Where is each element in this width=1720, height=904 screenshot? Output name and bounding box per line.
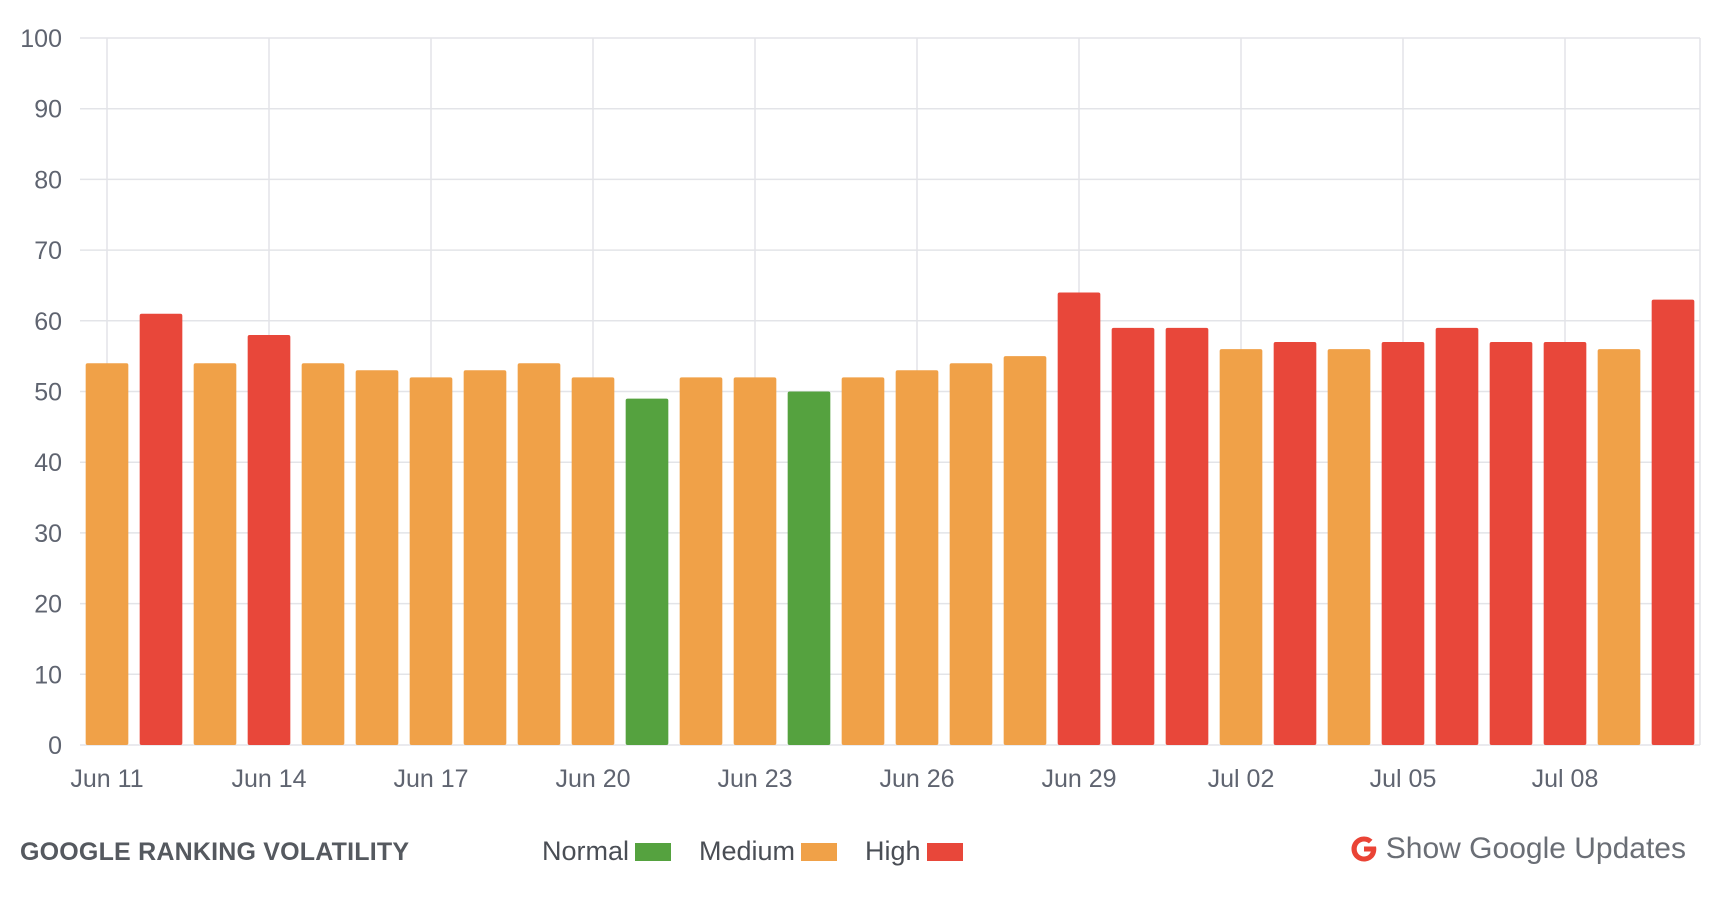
legend-swatch-normal	[635, 842, 672, 861]
x-tick-label: Jul 02	[1208, 765, 1275, 793]
bar-jul-02[interactable]	[1219, 349, 1263, 745]
chart-title: GOOGLE RANKING VOLATILITY	[20, 838, 410, 866]
bar-jun-13[interactable]	[193, 363, 237, 745]
legend-swatch-high	[926, 842, 963, 861]
bar-jun-14[interactable]	[247, 334, 291, 745]
bar-jun-11[interactable]	[85, 363, 129, 745]
bar-jun-12[interactable]	[139, 313, 183, 745]
y-tick-label: 80	[34, 166, 62, 194]
bar-jul-06[interactable]	[1435, 327, 1479, 745]
y-tick-label: 10	[34, 661, 62, 689]
volatility-bar-chart: 0 10 20 30 40 50 60 70 80 90 100 Jun 11 Jun 14 Jun 17…	[20, 25, 1701, 793]
bar-jun-26[interactable]	[895, 370, 939, 745]
x-tick-label: Jun 17	[393, 765, 468, 793]
legend-swatch-medium	[801, 842, 838, 861]
bar-jul-08[interactable]	[1543, 342, 1587, 745]
y-tick-label: 50	[34, 379, 62, 407]
bar-jul-03[interactable]	[1273, 342, 1317, 745]
y-tick-label: 90	[34, 96, 62, 124]
x-tick-label: Jun 20	[555, 765, 630, 793]
bar-jun-20[interactable]	[571, 377, 615, 745]
bar-jul-05[interactable]	[1381, 342, 1425, 745]
bar-jun-25[interactable]	[841, 377, 885, 745]
bar-jun-23[interactable]	[733, 377, 777, 745]
bar-jun-27[interactable]	[949, 363, 993, 745]
y-tick-label: 100	[20, 25, 62, 53]
chart-area: 0 10 20 30 40 50 60 70 80 90 100 Jun 11 Jun 14 Jun 17…	[20, 25, 1701, 793]
google-g-icon	[1351, 836, 1377, 862]
legend-item-medium[interactable]: Medium	[699, 836, 838, 867]
bar-jun-18[interactable]	[463, 370, 507, 745]
legend: Normal Medium High	[542, 836, 991, 867]
chart-footer: GOOGLE RANKING VOLATILITY Normal Medium …	[0, 820, 1720, 890]
x-tick-label: Jun 23	[717, 765, 792, 793]
legend-label-high: High	[865, 836, 921, 866]
legend-label-normal: Normal	[542, 836, 630, 866]
bar-jun-21[interactable]	[625, 398, 669, 745]
y-tick-label: 20	[34, 591, 62, 619]
bar-jun-28[interactable]	[1003, 356, 1047, 745]
bar-jun-16[interactable]	[355, 370, 399, 745]
legend-item-high[interactable]: High	[865, 836, 963, 867]
legend-label-medium: Medium	[699, 836, 796, 866]
show-google-updates-button[interactable]: Show Google Updates	[1348, 832, 1686, 866]
x-tick-label: Jul 08	[1532, 765, 1599, 793]
bar-jul-07[interactable]	[1489, 342, 1533, 745]
bar-jul-09[interactable]	[1597, 349, 1641, 745]
legend-item-normal[interactable]: Normal	[542, 836, 672, 867]
y-tick-label: 40	[34, 449, 62, 477]
x-tick-label: Jul 05	[1370, 765, 1437, 793]
x-tick-label: Jun 29	[1041, 765, 1116, 793]
x-tick-label: Jun 14	[231, 765, 306, 793]
bar-jun-24[interactable]	[787, 391, 831, 746]
show-google-updates-label: Show Google Updates	[1385, 832, 1686, 865]
bar-jun-19[interactable]	[517, 363, 561, 745]
x-tick-label: Jun 26	[879, 765, 954, 793]
bar-jul-04[interactable]	[1327, 349, 1371, 745]
y-tick-label: 70	[34, 237, 62, 265]
bar-jul-01[interactable]	[1165, 327, 1209, 745]
y-tick-label: 60	[34, 308, 62, 336]
bar-jun-29[interactable]	[1057, 292, 1101, 745]
y-tick-label: 30	[34, 520, 62, 548]
y-tick-label: 0	[48, 732, 62, 760]
bar-jun-17[interactable]	[409, 377, 453, 745]
bar-jun-15[interactable]	[301, 363, 345, 745]
bar-jun-30[interactable]	[1111, 327, 1155, 745]
x-tick-label: Jun 11	[70, 765, 143, 793]
bar-jun-22[interactable]	[679, 377, 723, 745]
bar-jul-10[interactable]	[1651, 299, 1695, 745]
